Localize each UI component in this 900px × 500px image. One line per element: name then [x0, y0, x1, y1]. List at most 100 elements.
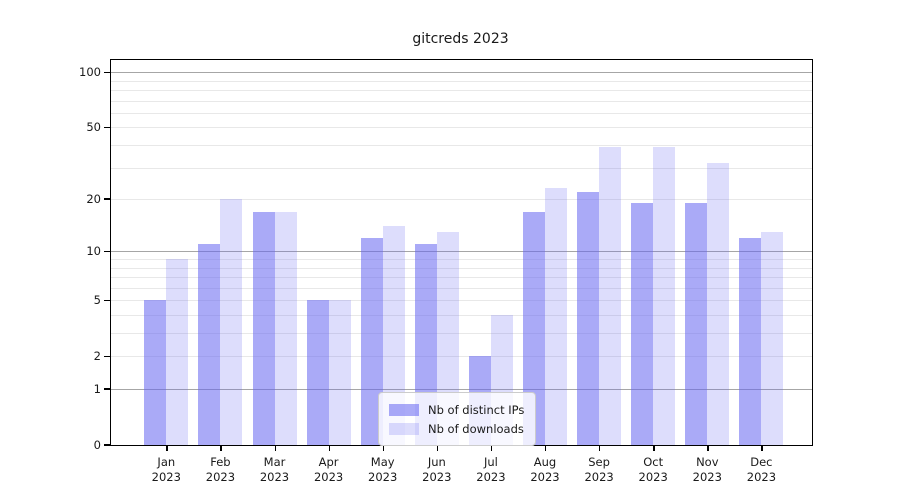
x-tick-month: Jul	[483, 455, 498, 469]
legend: Nb of distinct IPs Nb of downloads	[378, 392, 537, 446]
x-tick-label-jan: Jan 2023	[136, 455, 196, 485]
gridline-minor-8	[111, 267, 812, 269]
y-tick-label-0: 0	[93, 438, 101, 452]
gridline-minor-40	[111, 145, 812, 146]
bar-mar-downloads	[274, 211, 297, 445]
x-tick-month: Sep	[588, 455, 610, 469]
x-tick-nov	[707, 445, 709, 451]
y-tick-10	[104, 250, 111, 252]
x-tick-year: 2023	[205, 470, 236, 484]
x-tick-label-dec: Dec 2023	[731, 455, 791, 485]
x-tick-label-sep: Sep 2023	[569, 455, 629, 485]
bar-aug-downloads	[545, 188, 567, 445]
y-tick-2	[104, 355, 111, 357]
gridline-minor-3	[111, 333, 812, 334]
bar-jun-downloads	[436, 231, 459, 445]
gridline-major-10	[111, 251, 812, 253]
legend-item-downloads: Nb of downloads	[389, 419, 524, 438]
bar-dec-distinct-ips	[739, 237, 762, 445]
y-tick-label-5: 5	[93, 293, 101, 308]
x-tick-label-jul: Jul 2023	[461, 455, 521, 485]
y-tick-0	[104, 444, 111, 446]
plot-area: Jan 2023 Feb 2023 Mar 2023 Apr 2023 May 2023 Jun 20…	[79, 59, 813, 484]
x-tick-year: 2023	[476, 470, 506, 484]
bar-oct-distinct-ips	[631, 203, 654, 445]
x-tick-month: Jun	[427, 455, 446, 469]
x-tick-label-apr: Apr 2023	[299, 455, 359, 485]
gridline-minor-5	[111, 300, 812, 302]
y-tick-label-1: 1	[93, 382, 101, 396]
x-tick-year: 2023	[530, 470, 560, 484]
legend-item-distinct-ips: Nb of distinct IPs	[389, 400, 524, 419]
x-tick-year: 2023	[422, 470, 452, 484]
bar-apr-downloads	[328, 300, 351, 445]
bar-dec-downloads	[761, 231, 784, 445]
gridline-minor-7	[111, 277, 812, 278]
bar-jan-distinct-ips	[144, 300, 167, 445]
gridline-minor-90	[111, 80, 812, 82]
chart-title: gitcreds 2023	[412, 31, 509, 47]
y-tick-50	[104, 126, 111, 129]
x-tick-month: Jan	[157, 455, 176, 469]
y-tick-5	[104, 299, 111, 301]
x-tick-month: May	[370, 455, 395, 469]
x-tick-year: 2023	[584, 470, 614, 484]
legend-label-downloads: Nb of downloads	[428, 421, 524, 436]
y-tick-label-10: 10	[86, 244, 101, 259]
x-tick-jul	[490, 445, 493, 451]
gridline-minor-2	[111, 356, 812, 358]
gridline-minor-30	[111, 167, 812, 169]
x-tick-feb	[220, 445, 222, 451]
x-tick-month: Apr	[318, 455, 339, 469]
bar-mar-distinct-ips	[252, 211, 275, 445]
gridline-minor-20	[111, 199, 812, 201]
x-tick-year: 2023	[746, 470, 777, 484]
x-tick-apr	[328, 445, 330, 451]
bar-nov-distinct-ips	[685, 203, 708, 445]
bar-sep-distinct-ips	[577, 191, 600, 445]
y-tick-label-100: 100	[79, 65, 101, 80]
x-tick-dec	[761, 445, 763, 451]
x-tick-oct	[653, 445, 655, 451]
x-tick-year: 2023	[151, 470, 181, 484]
x-tick-month: Mar	[263, 455, 286, 469]
gridline-major-100	[111, 72, 812, 74]
x-tick-year: 2023	[692, 470, 722, 484]
x-tick-label-feb: Feb 2023	[190, 455, 250, 485]
x-tick-label-may: May 2023	[353, 455, 413, 485]
x-tick-label-oct: Oct 2023	[623, 455, 683, 485]
x-tick-year: 2023	[313, 470, 344, 484]
gridline-minor-70	[111, 100, 812, 102]
gridline-minor-4	[111, 315, 812, 316]
x-tick-month: Aug	[533, 455, 557, 469]
x-tick-year: 2023	[368, 470, 398, 484]
bar-jan-downloads	[166, 259, 189, 445]
x-tick-month: Nov	[696, 455, 719, 469]
bar-sep-downloads	[599, 147, 622, 445]
legend-swatch-downloads	[389, 422, 419, 435]
bar-nov-downloads	[707, 162, 730, 445]
y-tick-100	[104, 71, 111, 73]
y-tick-label-20: 20	[86, 192, 101, 207]
x-tick-sep	[599, 445, 601, 451]
x-tick-month: Oct	[643, 455, 664, 469]
x-tick-label-jun: Jun 2023	[407, 455, 467, 485]
bar-may-distinct-ips	[360, 237, 383, 445]
x-tick-jun	[436, 445, 439, 451]
x-tick-aug	[545, 445, 547, 451]
gridline-major-1	[111, 389, 812, 390]
y-tick-20	[104, 198, 111, 200]
bar-feb-downloads	[220, 199, 243, 445]
x-tick-may	[382, 445, 385, 451]
bar-may-downloads	[382, 226, 405, 445]
legend-label-distinct-ips: Nb of distinct IPs	[428, 402, 525, 417]
x-tick-label-mar: Mar 2023	[245, 455, 305, 485]
gridline-minor-9	[111, 259, 812, 260]
y-tick-label-2: 2	[93, 349, 101, 364]
gridline-minor-50	[111, 127, 812, 129]
legend-swatch-distinct-ips	[389, 403, 419, 416]
x-tick-mar	[274, 445, 276, 451]
gridline-minor-6	[111, 287, 812, 289]
bar-aug-distinct-ips	[523, 211, 545, 445]
